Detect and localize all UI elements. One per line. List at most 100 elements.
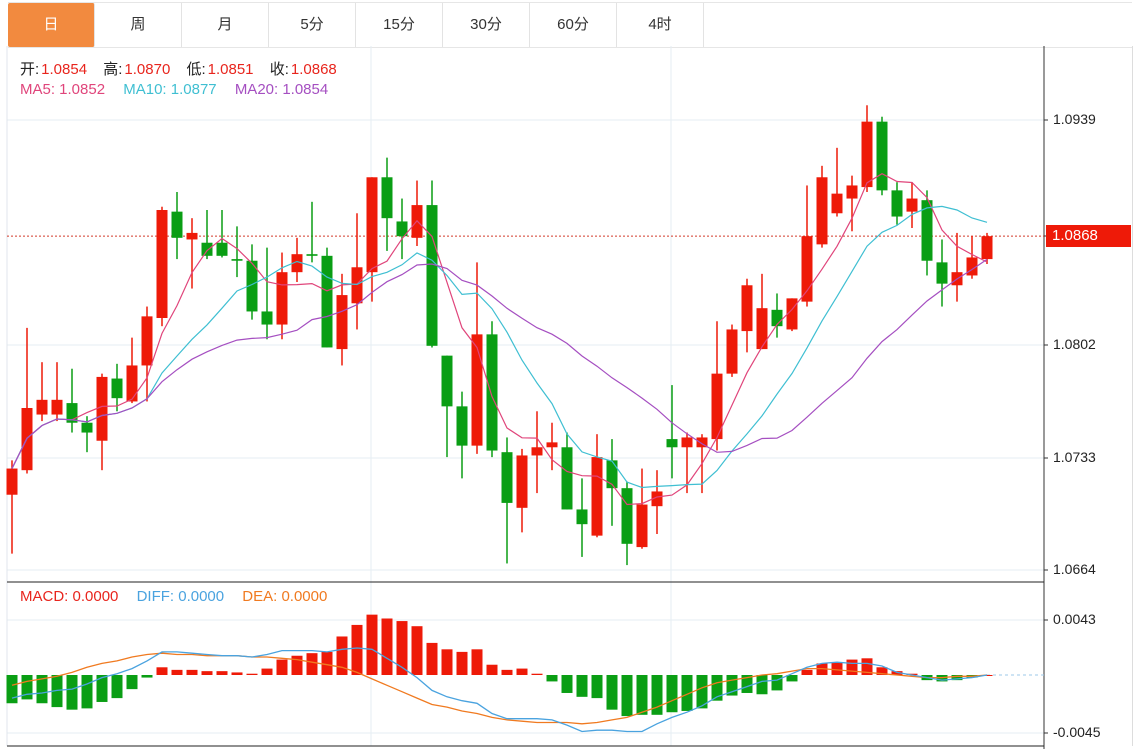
macd-tick: -0.0045 [1053,724,1101,740]
current-price-tag: 1.0868 [1046,225,1131,247]
tab-60min[interactable]: 60分 [530,3,617,47]
macd-bar-positive [846,659,858,675]
macd-bar-negative [6,675,18,704]
low-value: 1.0851 [207,61,254,78]
candle-down [171,211,183,238]
tab-4hour[interactable]: 4时 [617,3,704,47]
macd-bar-positive [261,668,273,675]
candle-down [936,262,948,284]
candle-down [486,334,498,451]
low-label: 低: [186,61,206,78]
macd-bar-negative [561,675,573,693]
candle-down [306,254,318,256]
candle-up [741,285,753,332]
candle-up [846,185,858,199]
macd-bar-negative [696,675,708,709]
dea-line [11,652,988,725]
ma5-value: MA5: 1.0852 [20,81,106,98]
macd-bar-negative [96,675,108,702]
macd-bar-negative [756,675,768,695]
macd-bar-negative [606,675,618,710]
candle-up [336,295,348,350]
macd-value: MACD: 0.0000 [20,588,119,605]
diff-value: DIFF: 0.0000 [136,588,225,605]
candle-down [891,190,903,217]
macd-bar-positive [831,662,843,675]
macd-bar-positive [381,618,393,675]
macd-bar-negative [666,675,678,713]
candle-up [696,437,708,448]
ma10-line [11,205,988,489]
macd-bar-positive [471,649,483,675]
candle-down [246,260,258,312]
candle-down [501,452,513,503]
macd-bar-negative [711,675,723,701]
candle-down [426,205,438,346]
macd-bar-positive [411,626,423,675]
candle-up [726,329,738,374]
tab-30min[interactable]: 30分 [443,3,530,47]
candle-up [291,254,303,273]
candle-down [771,309,783,327]
candle-up [156,210,168,318]
candle-up [6,468,18,495]
macd-bar-negative [81,675,93,709]
ma20-value: MA20: 1.0854 [234,81,329,98]
macd-bar-negative [21,675,33,700]
macd-bar-positive [156,667,168,675]
candle-down [321,255,333,348]
candle-down [576,509,588,525]
tab-week[interactable]: 周 [95,3,182,47]
macd-bar-negative [741,675,753,693]
candle-up [861,121,873,188]
macd-bar-positive [321,651,333,675]
macd-bar-positive [231,672,243,675]
candle-up [816,177,828,245]
macd-bar-negative [651,675,663,715]
macd-bar-positive [531,673,543,675]
tab-5min[interactable]: 5分 [269,3,356,47]
macd-bar-positive [501,669,513,675]
candle-up [366,177,378,273]
macd-bar-positive [876,667,888,675]
candle-up [981,236,993,260]
candle-down [606,460,618,489]
macd-bar-positive [201,671,213,675]
macd-bar-positive [426,642,438,675]
candle-up [681,437,693,448]
tab-month[interactable]: 月 [182,3,269,47]
candle-down [261,311,273,325]
candle-up [786,298,798,330]
close-label: 收: [269,61,289,78]
candle-up [141,316,153,366]
macd-tick: 0.0043 [1053,611,1096,627]
candle-up [966,257,978,276]
candle-up [801,236,813,302]
price-tick: 1.0733 [1053,449,1096,465]
macd-bar-positive [216,671,228,675]
macd-bar-negative [141,675,153,678]
candle-down [201,242,213,256]
macd-bar-negative [786,675,798,682]
macd-bar-negative [576,675,588,697]
macd-bar-positive [276,659,288,675]
tab-day[interactable]: 日 [8,3,95,47]
candle-up [591,457,603,536]
candle-up [831,193,843,214]
ma20-line [11,258,988,469]
timeframe-tabs: 日 周 月 5分 15分 30分 60分 4时 [8,2,1132,48]
candle-up [276,272,288,325]
candle-down [216,242,228,256]
candle-down [231,259,243,261]
macd-bar-negative [66,675,78,710]
high-label: 高: [103,61,123,78]
candle-down [456,406,468,446]
tab-15min[interactable]: 15分 [356,3,443,47]
macd-bar-negative [771,675,783,691]
candle-up [471,334,483,446]
candle-down [561,447,573,510]
macd-bar-negative [111,675,123,699]
macd-bar-positive [861,658,873,675]
candle-down [66,403,78,423]
